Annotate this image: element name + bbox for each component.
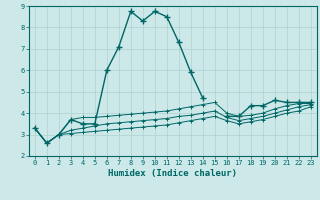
- X-axis label: Humidex (Indice chaleur): Humidex (Indice chaleur): [108, 169, 237, 178]
